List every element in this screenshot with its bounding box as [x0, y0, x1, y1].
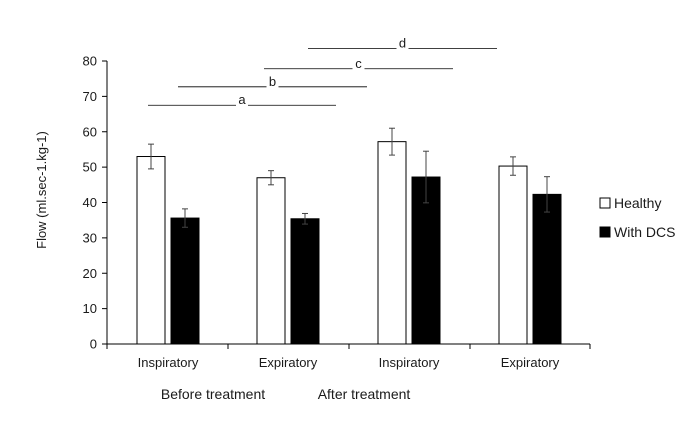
y-axis-label: Flow (ml.sec-1.kg-1) [34, 131, 49, 249]
x-tick-label: Inspiratory [379, 355, 440, 370]
bar-healthy [498, 165, 528, 345]
bars [136, 141, 562, 345]
group-label: After treatment [318, 386, 411, 402]
bar-healthy [377, 141, 407, 345]
bar-healthy [256, 177, 286, 345]
x-tick-labels: Inspiratory Expiratory Inspiratory Expirato… [138, 355, 560, 370]
bar-with-dcs [532, 193, 562, 345]
x-tick-label: Expiratory [259, 355, 318, 370]
bar-with-dcs [290, 218, 320, 345]
y-tick-label: 10 [83, 301, 97, 316]
y-tick-label: 60 [83, 124, 97, 139]
legend-swatch [599, 226, 611, 238]
legend: Healthy With DCS [599, 195, 675, 240]
annotation-label-c: c [355, 56, 362, 71]
bar-with-dcs [411, 176, 441, 345]
group-labels: Before treatment After treatment [161, 386, 411, 402]
y-tick-label: 0 [90, 337, 97, 352]
group-label: Before treatment [161, 386, 265, 402]
legend-label: Healthy [614, 195, 661, 211]
bar-healthy [136, 156, 166, 345]
error-bars [148, 127, 550, 228]
y-tick-label: 40 [83, 195, 97, 210]
legend-label: With DCS [614, 224, 675, 240]
legend-swatch [599, 197, 611, 209]
bar-with-dcs [170, 217, 200, 345]
annotation-label-d: d [399, 36, 406, 51]
x-tick-label: Expiratory [501, 355, 560, 370]
annotation-label-b: b [269, 74, 276, 89]
x-tick-label: Inspiratory [138, 355, 199, 370]
y-tick-label: 80 [83, 54, 97, 69]
y-tick-labels: 0 10 20 30 40 50 60 70 80 [83, 54, 97, 352]
annotation-label-a: a [238, 92, 246, 107]
y-tick-label: 70 [83, 89, 97, 104]
y-tick-label: 20 [83, 266, 97, 281]
significance-annotations: a b c d [148, 36, 497, 107]
y-tick-label: 30 [83, 230, 97, 245]
y-tick-label: 50 [83, 160, 97, 175]
